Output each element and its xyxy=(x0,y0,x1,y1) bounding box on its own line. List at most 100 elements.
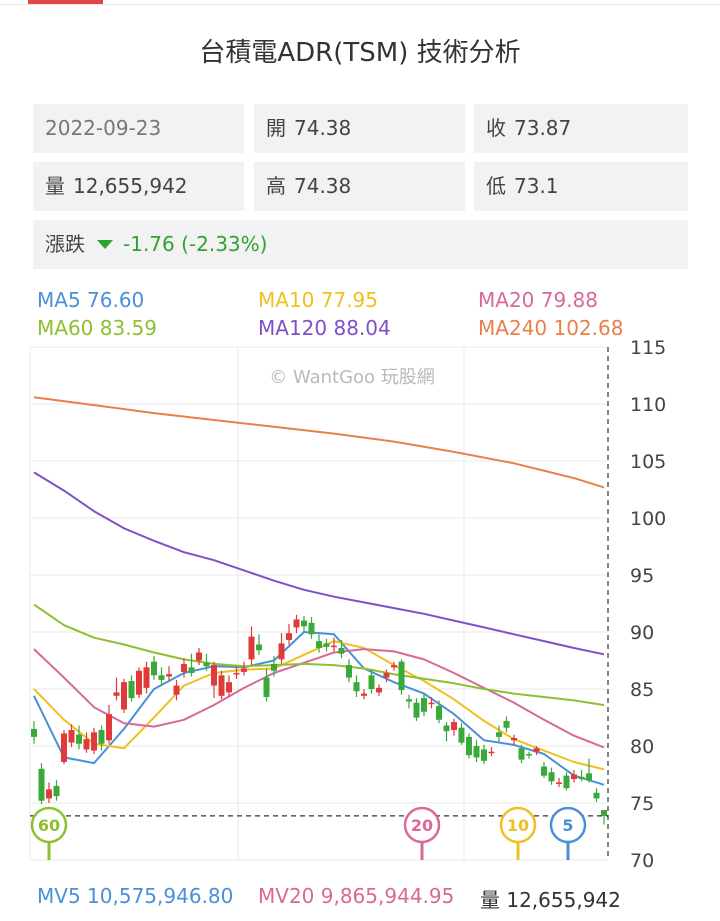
candle-body xyxy=(488,751,495,754)
candle-body xyxy=(83,739,90,750)
band-10-label: 10 xyxy=(507,816,529,835)
y-tick-80: 80 xyxy=(630,736,654,758)
ma5-line xyxy=(33,631,605,786)
band-60-label: 60 xyxy=(38,816,60,835)
ma240-legend: MA240 102.68 xyxy=(478,316,624,340)
candle-body xyxy=(143,667,150,688)
y-tick-85: 85 xyxy=(630,679,654,701)
y-tick-95: 95 xyxy=(630,565,654,587)
band-5-marker xyxy=(549,806,587,844)
candle-body xyxy=(68,730,75,743)
candle-body xyxy=(308,622,315,635)
candle-body xyxy=(451,722,457,731)
candle-body xyxy=(113,692,120,696)
candle-body xyxy=(548,772,555,782)
candles xyxy=(31,614,607,825)
candle-body xyxy=(376,687,382,693)
down-triangle-icon xyxy=(97,240,113,249)
candle-body xyxy=(458,727,465,743)
candle-body xyxy=(76,734,82,744)
candle-body xyxy=(293,619,300,628)
candle-body xyxy=(473,746,480,758)
ma240-line xyxy=(33,396,605,489)
candle-body xyxy=(413,702,420,718)
candle-body xyxy=(428,702,435,705)
candle-body xyxy=(436,706,442,720)
candle-body xyxy=(203,662,210,667)
candle-body xyxy=(571,774,577,780)
candle-body xyxy=(391,665,397,668)
band-60-marker xyxy=(30,806,68,844)
candle-body xyxy=(31,728,37,737)
ma20-line xyxy=(33,648,605,749)
candle-body xyxy=(233,673,240,675)
candle-body xyxy=(286,633,292,640)
candle-body xyxy=(263,677,270,697)
page-title: 台積電ADR(TSM) 技術分析 xyxy=(199,38,521,68)
candle-body xyxy=(53,785,60,797)
candle-body xyxy=(38,768,45,801)
mv20-legend: MV20 9,865,944.95 xyxy=(258,884,455,908)
candle-body xyxy=(226,682,232,693)
candle-body xyxy=(106,714,112,741)
candle-body xyxy=(128,681,135,699)
candle-body xyxy=(196,652,202,661)
ma20-legend: MA20 79.88 xyxy=(478,288,598,312)
candle-body xyxy=(526,753,532,756)
candle-body xyxy=(158,675,165,680)
candle-body xyxy=(586,773,592,781)
candle-body xyxy=(368,675,375,689)
candle-body xyxy=(331,645,337,648)
candle-body xyxy=(151,661,157,676)
candle-body xyxy=(406,699,412,702)
y-axis: 115 110 105 100 95 90 85 80 75 70 xyxy=(630,340,666,870)
candle-body xyxy=(91,732,97,751)
active-tab-indicator xyxy=(28,0,103,4)
candle-body xyxy=(443,725,450,732)
ma60-legend: MA60 83.59 xyxy=(37,316,157,340)
candle-body xyxy=(503,720,510,728)
candle-body xyxy=(188,667,195,674)
ma60-line xyxy=(33,603,605,707)
candle-body xyxy=(541,766,547,776)
y-tick-75: 75 xyxy=(630,793,654,815)
candle-body xyxy=(301,620,307,627)
candle-body xyxy=(166,674,172,677)
candle-body xyxy=(241,668,247,672)
y-tick-115: 115 xyxy=(630,340,666,359)
quote-open: 開 74.38 xyxy=(254,104,465,153)
candle-body xyxy=(563,775,570,789)
candle-body xyxy=(353,682,360,692)
quote-low: 低 73.1 xyxy=(474,162,688,211)
candle-body xyxy=(578,776,585,780)
y-tick-105: 105 xyxy=(630,451,666,473)
candle-body xyxy=(593,792,600,799)
band-5-label: 5 xyxy=(562,816,573,835)
candle-body xyxy=(316,641,322,648)
ma-lines xyxy=(33,396,605,786)
y-tick-90: 90 xyxy=(630,622,654,644)
candle-body xyxy=(338,647,345,654)
candle-body xyxy=(533,748,540,752)
candle-body xyxy=(466,736,472,756)
quote-change: 漲跌 -1.76 (-2.33%) xyxy=(33,220,688,269)
chart-grid xyxy=(29,346,608,861)
candle-body xyxy=(601,810,607,816)
top-divider xyxy=(0,4,720,5)
ma5-legend: MA5 76.60 xyxy=(37,288,145,312)
y-tick-70: 70 xyxy=(630,850,654,870)
candle-body xyxy=(181,663,187,672)
band-20-label: 20 xyxy=(411,816,433,835)
quote-date: 2022-09-23 xyxy=(33,104,244,153)
candle-body xyxy=(256,644,262,651)
candle-body xyxy=(173,685,180,695)
mv5-legend: MV5 10,575,946.80 xyxy=(37,884,234,908)
candle-body xyxy=(61,733,67,762)
candle-body xyxy=(398,661,405,691)
band-20-marker xyxy=(403,806,441,844)
candle-body xyxy=(211,665,217,686)
quote-high: 高 74.38 xyxy=(254,162,465,211)
candle-body xyxy=(46,789,52,799)
last-price-reference xyxy=(30,347,609,860)
